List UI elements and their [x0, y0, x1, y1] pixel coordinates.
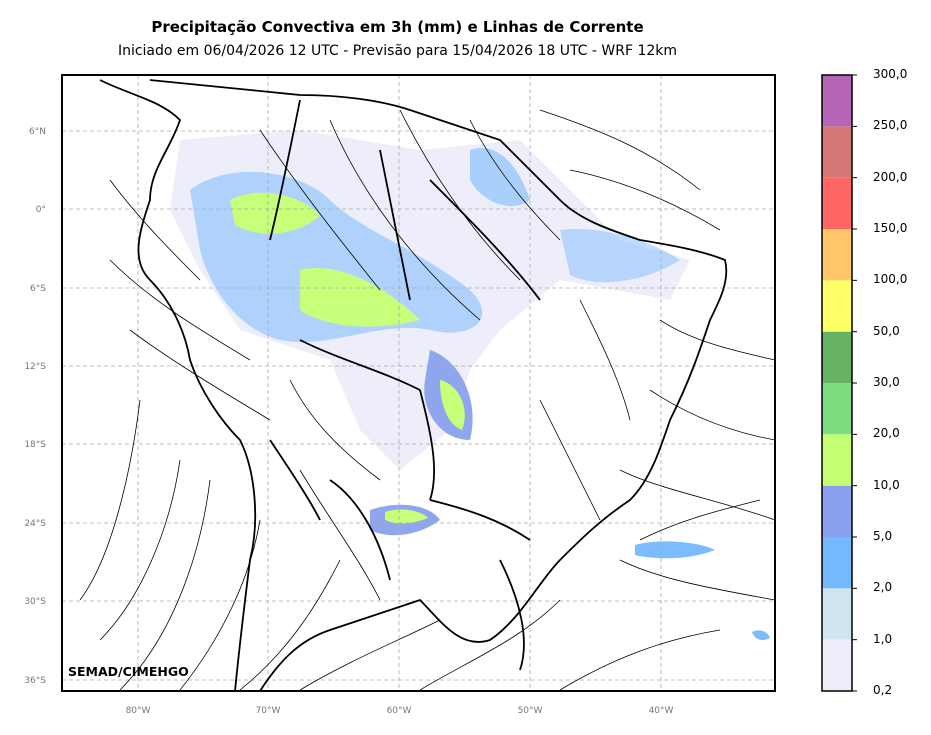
lat-label: 6°S	[30, 284, 46, 294]
lon-label: 40°W	[649, 706, 674, 716]
colorbar-level-label: 200,0	[873, 169, 908, 184]
colorbar-segment	[822, 588, 852, 640]
lon-label: 50°W	[518, 706, 543, 716]
map-frame	[61, 74, 776, 692]
colorbar-level-label: 100,0	[873, 272, 908, 287]
lat-label: 24°S	[24, 519, 46, 529]
country-borders	[99, 79, 728, 692]
lon-label: 80°W	[126, 706, 151, 716]
colorbar-level-label: 10,0	[873, 477, 900, 492]
map-subtitle: Iniciado em 06/04/2026 12 UTC - Previsão…	[117, 43, 678, 59]
colorbar-level-label: 50,0	[873, 323, 900, 338]
lat-label: 6°N	[29, 127, 46, 137]
colorbar-segment	[822, 126, 852, 178]
colorbar-segment	[822, 177, 852, 229]
lat-label: 18°S	[24, 440, 46, 450]
lon-label: 60°W	[387, 706, 412, 716]
colorbar-level-label: 250,0	[873, 118, 908, 133]
colorbar-segment	[822, 331, 852, 383]
colorbar-segment	[822, 434, 852, 486]
colorbar-level-label: 0,2	[873, 683, 893, 697]
streamlines	[79, 109, 776, 691]
colorbar-level-label: 300,0	[873, 67, 908, 81]
colorbar-level-label: 30,0	[873, 375, 900, 389]
lat-label: 30°S	[24, 597, 46, 607]
colorbar-level-label: 2,0	[873, 580, 893, 595]
colorbar-level-label: 20,0	[873, 426, 900, 441]
lat-label: 36°S	[24, 676, 46, 686]
colorbar	[821, 74, 857, 692]
lat-label: 0°	[36, 205, 46, 215]
colorbar-segment	[822, 485, 852, 537]
credit-label: SEMAD/CIMEHGO	[68, 664, 189, 679]
lat-label: 12°S	[24, 362, 46, 372]
colorbar-segment	[822, 280, 852, 332]
colorbar-segment	[822, 537, 852, 589]
colorbar-segment	[822, 75, 852, 127]
colorbar-segment	[822, 229, 852, 281]
colorbar-level-label: 5,0	[873, 529, 893, 543]
colorbar-level-label: 1,0	[873, 631, 893, 646]
colorbar-level-label: 150,0	[873, 221, 908, 235]
colorbar-segment	[822, 639, 852, 691]
colorbar-segment	[822, 383, 852, 435]
lon-label: 70°W	[256, 706, 281, 716]
map-title: Precipitação Convectiva em 3h (mm) e Lin…	[151, 18, 644, 36]
